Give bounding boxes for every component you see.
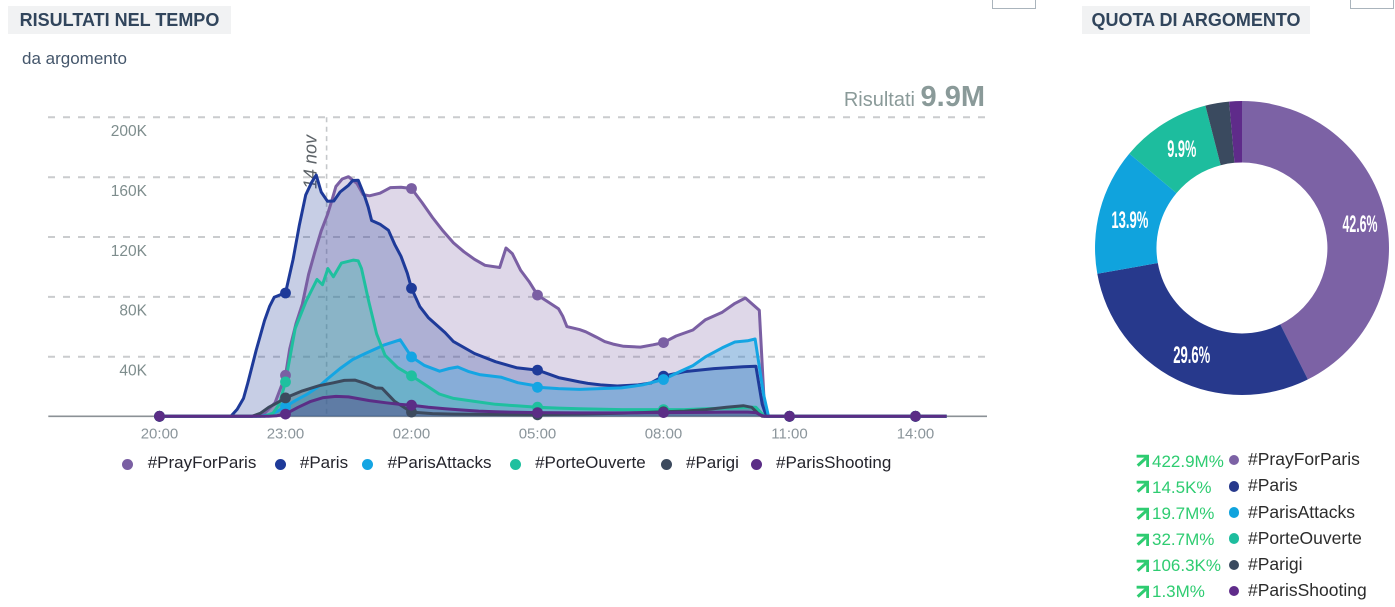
svg-text:08:00: 08:00 [645,426,683,443]
svg-text:200K: 200K [111,123,148,140]
svg-text:20:00: 20:00 [141,426,179,443]
svg-text:29.6%: 29.6% [1173,342,1210,369]
svg-text:160K: 160K [111,183,148,200]
svg-text:42.6%: 42.6% [1343,211,1378,238]
svg-text:120K: 120K [111,243,148,260]
svg-text:9.9%: 9.9% [1167,136,1196,163]
svg-text:23:00: 23:00 [267,426,305,443]
svg-text:40K: 40K [119,363,147,380]
svg-text:13.9%: 13.9% [1111,207,1148,234]
svg-text:02:00: 02:00 [393,426,431,443]
svg-text:11:00: 11:00 [771,426,807,443]
svg-text:80K: 80K [119,303,147,320]
svg-text:05:00: 05:00 [519,426,557,443]
svg-text:14:00: 14:00 [897,426,935,443]
